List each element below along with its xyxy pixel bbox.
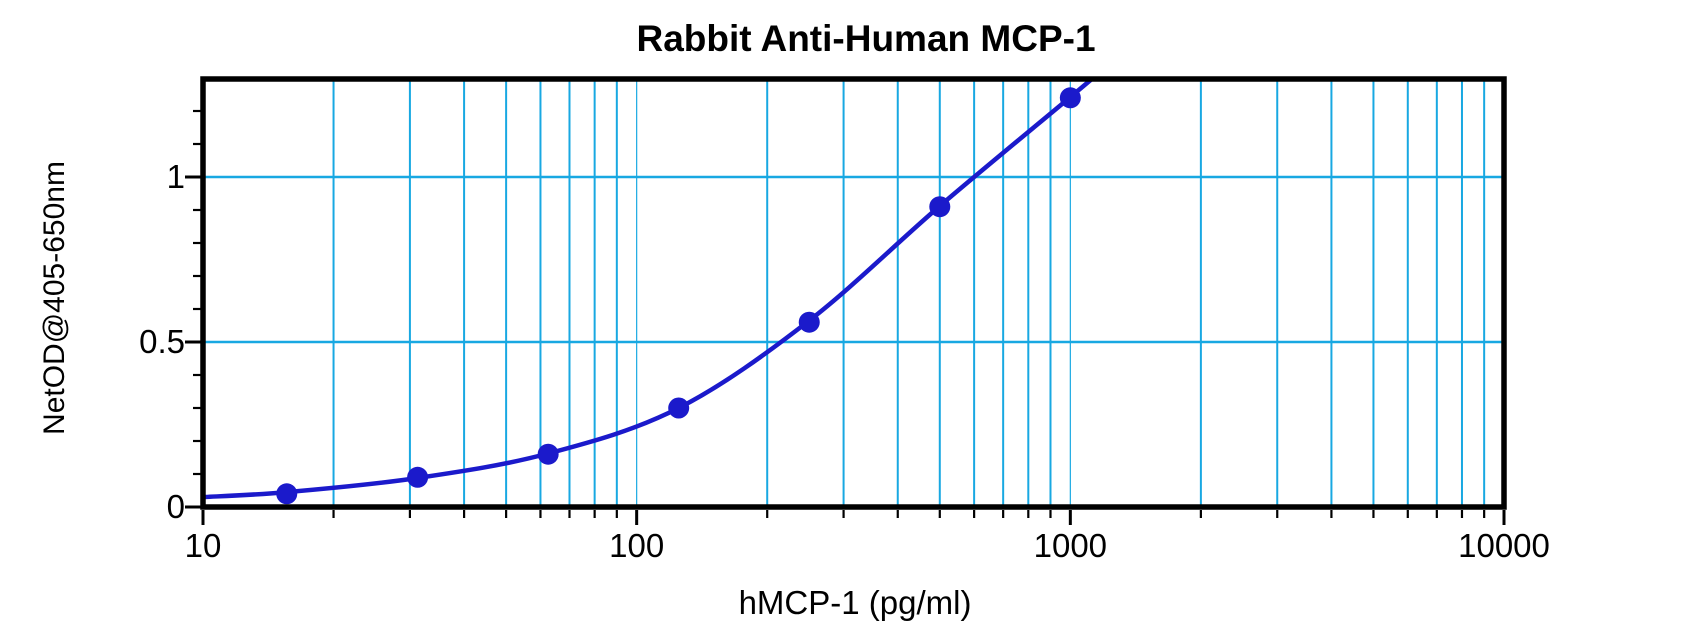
chart-title: Rabbit Anti-Human MCP-1: [636, 18, 1096, 59]
x-tick-label: 1000: [1033, 527, 1108, 564]
fit-curve: [205, 81, 1093, 500]
x-axis-title: hMCP-1 (pg/ml): [738, 584, 972, 621]
y-tick-label: 0: [166, 488, 185, 525]
data-point: [1059, 87, 1081, 109]
x-tick-label: 100: [609, 527, 665, 564]
y-tick-label: 1: [166, 158, 185, 195]
plot-frame: [200, 76, 1507, 510]
data-point: [798, 311, 820, 333]
x-tick-label: 10000: [1458, 527, 1550, 564]
data-point: [276, 483, 298, 505]
data-point: [929, 196, 951, 218]
y-tick-label: 0.5: [139, 323, 185, 360]
data-point: [407, 466, 429, 488]
data-point: [668, 397, 690, 419]
x-tick-label: 10: [184, 527, 222, 564]
data-point: [537, 443, 559, 465]
